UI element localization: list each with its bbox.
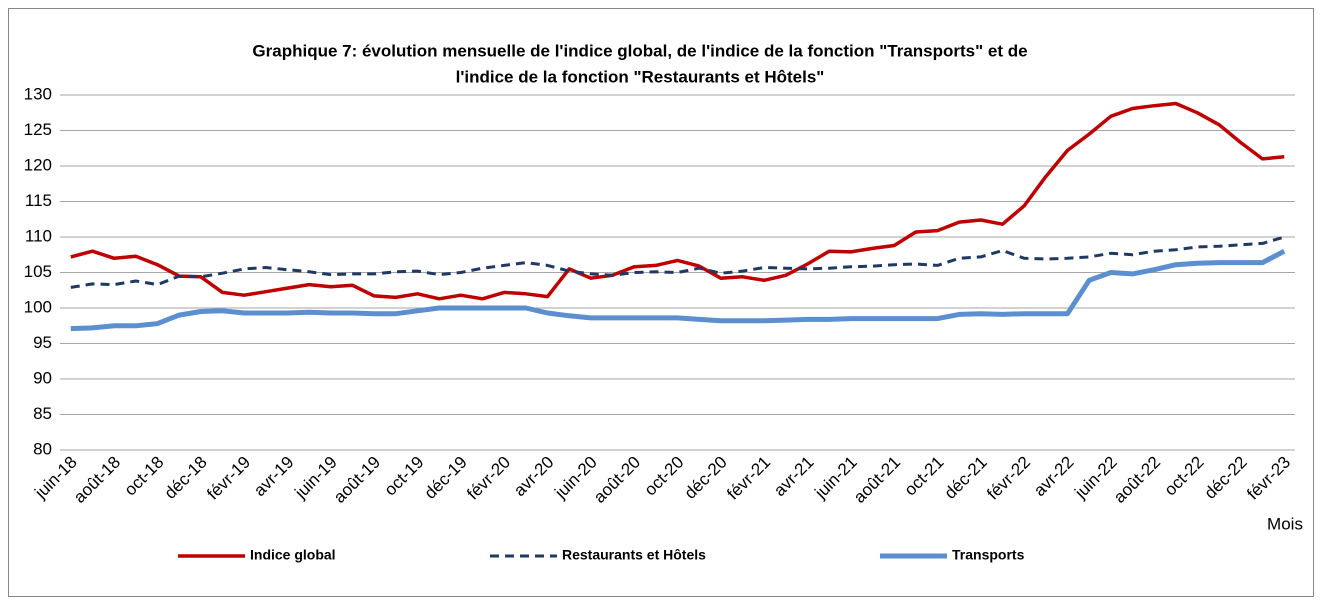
y-tick-label: 95 bbox=[33, 333, 52, 352]
y-tick-label: 100 bbox=[24, 297, 52, 316]
y-tick-label: 120 bbox=[24, 155, 52, 174]
data-line bbox=[70, 101, 1285, 301]
y-tick-label: 105 bbox=[24, 262, 52, 281]
y-tick-label: 110 bbox=[25, 226, 52, 245]
data-line bbox=[70, 248, 1286, 332]
chart-title: l'indice de la fonction "Restaurants et … bbox=[456, 67, 825, 86]
data-line bbox=[70, 235, 1285, 289]
y-tick-label: 90 bbox=[33, 368, 52, 387]
y-tick-label: 115 bbox=[25, 191, 52, 210]
legend-label: Indice global bbox=[250, 547, 336, 563]
y-tick-label: 80 bbox=[33, 439, 52, 458]
chart-border bbox=[8, 8, 1314, 597]
x-axis-label: Mois bbox=[1267, 514, 1303, 533]
y-tick-label: 130 bbox=[24, 84, 52, 103]
y-tick-label: 125 bbox=[24, 120, 52, 139]
legend-label: Transports bbox=[952, 547, 1025, 563]
legend-label: Restaurants et Hôtels bbox=[562, 547, 706, 563]
y-tick-label: 85 bbox=[33, 404, 52, 423]
chart-title: Graphique 7: évolution mensuelle de l'in… bbox=[252, 41, 1027, 60]
